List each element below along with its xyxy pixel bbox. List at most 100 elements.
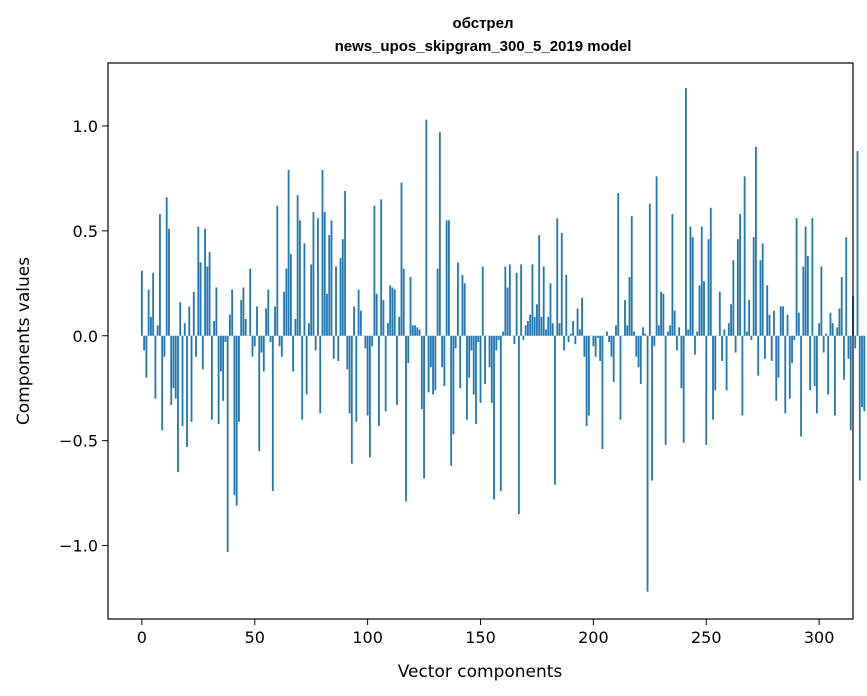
bar [818, 323, 821, 336]
bar [477, 335, 480, 343]
bar [208, 251, 211, 336]
bar [522, 335, 525, 340]
bar [599, 335, 602, 361]
bar [405, 335, 407, 502]
bar [414, 325, 416, 336]
bar [768, 314, 771, 336]
bar [757, 335, 760, 376]
bar [563, 335, 565, 351]
bar [400, 182, 403, 336]
bar [240, 300, 243, 336]
y-axis-label: Components values [14, 257, 34, 425]
bar [617, 193, 620, 336]
bar [199, 262, 202, 336]
bar [355, 335, 358, 422]
bar [734, 335, 737, 353]
x-tick-label: 100 [352, 628, 383, 647]
bar [700, 226, 703, 336]
bar [651, 335, 653, 481]
bar [420, 335, 423, 410]
bar [438, 132, 441, 336]
bar [145, 335, 148, 378]
y-tick-label: −0.5 [59, 432, 98, 451]
bar [554, 335, 556, 485]
bar [542, 266, 545, 336]
bar [192, 291, 195, 336]
bar [549, 283, 552, 336]
bar [696, 331, 699, 336]
bar [678, 327, 681, 336]
bar [436, 268, 439, 336]
bar [714, 335, 717, 391]
bar [409, 277, 412, 336]
bar [791, 335, 793, 364]
bar [238, 335, 240, 422]
bar [752, 237, 755, 336]
bar [368, 335, 371, 458]
bar [215, 287, 218, 336]
bar [244, 318, 247, 336]
bar [630, 216, 633, 336]
bar [560, 232, 563, 336]
bar [231, 289, 234, 336]
bar [183, 323, 186, 336]
bar [773, 310, 775, 336]
bar [836, 327, 839, 336]
bar [660, 291, 663, 336]
bar [466, 335, 468, 420]
bar [468, 335, 471, 378]
bar [475, 335, 477, 424]
bar [815, 335, 818, 414]
bar [698, 285, 701, 336]
bar [389, 285, 392, 336]
bar [143, 335, 146, 351]
bar [712, 335, 714, 420]
bar [797, 312, 800, 336]
bar [843, 335, 845, 380]
bar [642, 327, 644, 336]
bar [283, 291, 285, 336]
bar [274, 306, 276, 336]
bar [777, 335, 780, 378]
bar [858, 335, 861, 481]
bar [770, 335, 773, 361]
bar [312, 211, 315, 336]
bar [195, 335, 197, 357]
bar [310, 264, 313, 336]
y-tick-label: −1.0 [59, 537, 98, 556]
bar [233, 335, 236, 496]
bar [788, 335, 791, 399]
bar [330, 220, 333, 336]
bar [721, 335, 723, 361]
bar [332, 335, 335, 359]
bar [845, 237, 848, 336]
bar [707, 239, 710, 336]
bar [289, 253, 292, 336]
bar [847, 335, 850, 359]
bar [849, 335, 852, 431]
bar [326, 293, 328, 336]
bar [177, 335, 179, 473]
bar [472, 335, 475, 395]
bar [344, 190, 346, 336]
bar [529, 314, 532, 336]
x-tick-label: 0 [137, 628, 147, 647]
bar [499, 335, 502, 492]
bar [784, 335, 787, 414]
bar [691, 237, 694, 336]
bar [822, 335, 825, 353]
bar [664, 335, 667, 445]
y-axis-ticks: −1.0 −0.5 0.0 0.5 1.0 [59, 117, 108, 556]
bar [527, 321, 529, 336]
bar [445, 220, 448, 336]
x-tick-label: 200 [578, 628, 609, 647]
bar [459, 335, 462, 389]
bar [635, 335, 638, 357]
bar [222, 335, 225, 401]
bar [495, 335, 498, 351]
bar [425, 119, 428, 336]
bar [463, 283, 466, 336]
bar [748, 300, 751, 336]
bar [434, 335, 437, 391]
bar [271, 335, 274, 492]
